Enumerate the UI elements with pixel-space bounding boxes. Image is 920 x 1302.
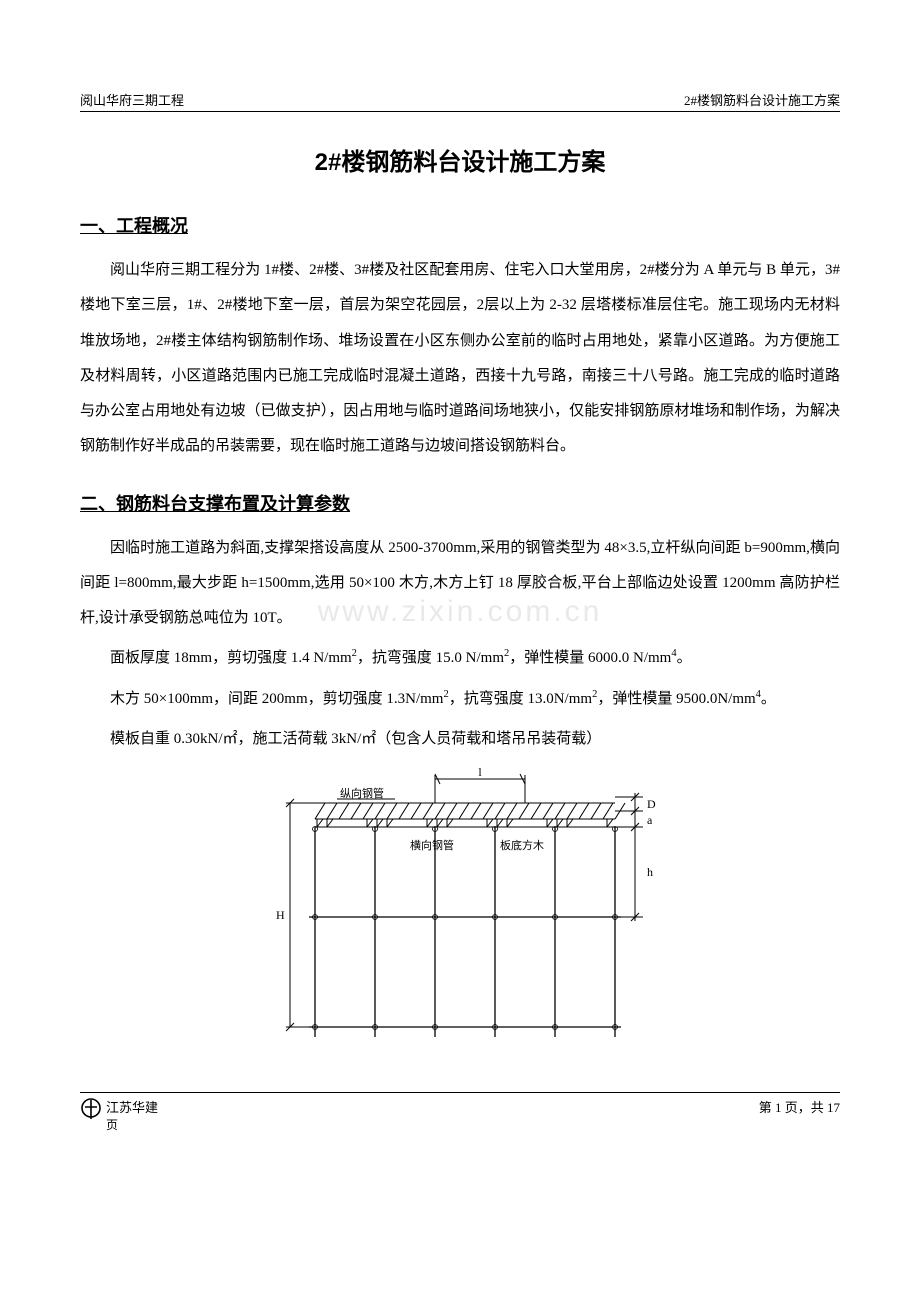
section2-heading: 二、钢筋料台支撑布置及计算参数 [80,490,840,516]
section2-p2: 面板厚度 18mm，剪切强度 1.4 N/mm2，抗弯强度 15.0 N/mm2… [80,641,840,676]
p3-m1: ，抗弯强度 13.0N/mm [449,691,592,707]
header-right: 2#楼钢筋料台设计施工方案 [684,90,840,109]
document-page: www.zixin.com.cn 阅山华府三期工程 2#楼钢筋料台设计施工方案 … [0,0,920,1302]
p2-end: 。 [677,650,692,666]
page-footer: 江苏华建 页 第 1 页，共 17 [80,1092,840,1133]
header-left: 阅山华府三期工程 [80,90,184,109]
footer-left-sub: 页 [106,1116,158,1133]
scaffold-diagram: l 纵向钢管横向钢管 板底方木 H Da h [245,767,675,1057]
footer-logo-icon [80,1097,102,1123]
svg-text:h: h [647,865,653,879]
p3-m2: ，弹性模量 9500.0N/mm [597,691,755,707]
p2-m2: ，弹性模量 6000.0 N/mm [509,650,671,666]
footer-left-text: 江苏华建 [106,1097,158,1116]
p3-end: 。 [761,691,776,707]
section2-p3: 木方 50×100mm，间距 200mm，剪切强度 1.3N/mm2，抗弯强度 … [80,682,840,717]
document-title: 2#楼钢筋料台设计施工方案 [80,142,840,177]
svg-text:横向钢管: 横向钢管 [410,838,454,852]
section1-heading: 一、工程概况 [80,212,840,238]
svg-text:l: l [478,767,482,779]
diagram-container: l 纵向钢管横向钢管 板底方木 H Da h [80,767,840,1057]
svg-text:D: D [647,797,656,811]
section1-para: 阅山华府三期工程分为 1#楼、2#楼、3#楼及社区配套用房、住宅入口大堂用房，2… [80,253,840,465]
content-container: 阅山华府三期工程 2#楼钢筋料台设计施工方案 2#楼钢筋料台设计施工方案 一、工… [80,90,840,1133]
p2-m1: ，抗弯强度 15.0 N/mm [357,650,504,666]
section2-p1: 因临时施工道路为斜面,支撑架搭设高度从 2500-3700mm,采用的钢管类型为… [80,531,840,637]
svg-text:纵向钢管: 纵向钢管 [340,786,384,800]
footer-left-block: 江苏华建 页 [80,1097,158,1133]
page-header: 阅山华府三期工程 2#楼钢筋料台设计施工方案 [80,90,840,112]
svg-text:板底方木: 板底方木 [500,838,544,852]
svg-text:H: H [276,908,285,922]
p3-pre: 木方 50×100mm，间距 200mm，剪切强度 1.3N/mm [110,691,443,707]
p2-pre: 面板厚度 18mm，剪切强度 1.4 N/mm [110,650,352,666]
section2-p4: 模板自重 0.30kN/㎡，施工活荷载 3kN/㎡（包含人员荷载和塔吊吊装荷载） [80,722,840,757]
footer-right-text: 第 1 页，共 17 [759,1097,840,1116]
svg-text:a: a [647,813,653,827]
